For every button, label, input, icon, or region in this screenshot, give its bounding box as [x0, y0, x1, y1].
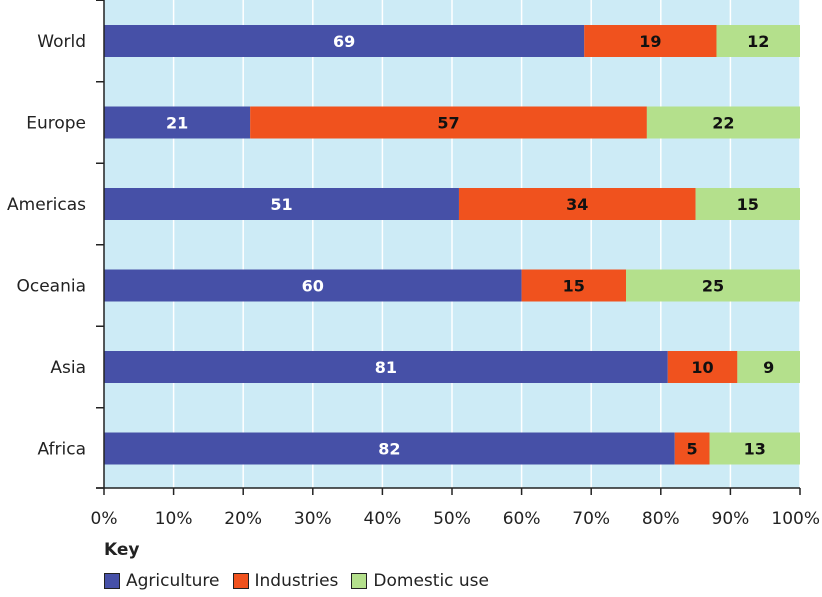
- bar-value-label: 22: [712, 114, 734, 133]
- x-tick-label: 70%: [572, 509, 610, 529]
- bar-agriculture: [104, 106, 251, 139]
- bar-value-label: 10: [691, 358, 713, 377]
- bar-value-label: 5: [687, 440, 698, 459]
- bar-domestic-use: [646, 106, 800, 139]
- bar-agriculture: [104, 351, 668, 383]
- x-tick-label: 40%: [364, 509, 402, 529]
- legend-label: Domestic use: [373, 571, 490, 591]
- legend-swatch: [351, 573, 368, 589]
- bar-industries: [667, 351, 738, 383]
- legend: Agriculture Industries Domestic use: [104, 571, 502, 591]
- legend-title: Key: [104, 540, 140, 560]
- bar-value-label: 34: [566, 195, 588, 214]
- bar-agriculture: [104, 25, 585, 57]
- category-label: Africa: [38, 440, 87, 460]
- category-label: World: [37, 32, 86, 52]
- bar-industries: [458, 188, 696, 220]
- x-tick-label: 60%: [503, 509, 541, 529]
- bar-value-label: 13: [744, 440, 766, 459]
- legend-swatch: [104, 573, 120, 589]
- legend-label: Agriculture: [126, 571, 220, 591]
- bar-domestic-use: [626, 269, 800, 302]
- bar-agriculture: [104, 188, 459, 220]
- bar-industries: [521, 269, 626, 302]
- bar-domestic-use: [709, 432, 800, 465]
- bar-industries: [250, 106, 647, 139]
- x-tick-label: 50%: [433, 509, 471, 529]
- bar-industries: [584, 25, 717, 57]
- x-tick-label: 90%: [712, 509, 750, 529]
- x-tick-label: 0%: [91, 509, 118, 529]
- legend-swatch: [232, 573, 249, 589]
- bar-agriculture: [104, 269, 522, 302]
- bar-value-label: 82: [378, 440, 400, 459]
- bar-value-label: 9: [763, 358, 774, 377]
- category-label: Americas: [7, 195, 86, 215]
- bar-value-label: 81: [375, 358, 397, 377]
- bar-value-label: 21: [166, 114, 188, 133]
- category-label: Oceania: [16, 277, 86, 297]
- bar-value-label: 25: [702, 277, 724, 296]
- x-tick-label: 100%: [771, 509, 820, 529]
- bar-domestic-use: [737, 351, 800, 383]
- x-tick-label: 10%: [155, 509, 193, 529]
- x-tick-label: 80%: [642, 509, 680, 529]
- bar-agriculture: [104, 432, 675, 465]
- bar-value-label: 15: [737, 195, 759, 214]
- bar-value-label: 15: [563, 277, 585, 296]
- legend-label: Industries: [254, 571, 339, 591]
- bar-value-label: 57: [437, 114, 459, 133]
- bar-value-label: 12: [747, 32, 769, 51]
- legend-item: Domestic use: [351, 571, 489, 591]
- legend-item: Industries: [232, 571, 339, 591]
- bar-domestic-use: [716, 25, 800, 57]
- bar-value-label: 51: [270, 195, 292, 214]
- bar-value-label: 69: [333, 32, 355, 51]
- x-tick-label: 30%: [294, 509, 332, 529]
- category-label: Asia: [50, 358, 86, 378]
- category-label: Europe: [26, 114, 86, 134]
- x-tick-label: 20%: [224, 509, 262, 529]
- bar-domestic-use: [695, 188, 800, 220]
- bar-industries: [674, 432, 710, 465]
- bar-value-label: 60: [302, 277, 324, 296]
- legend-item: Agriculture: [104, 571, 220, 591]
- bar-value-label: 19: [639, 32, 661, 51]
